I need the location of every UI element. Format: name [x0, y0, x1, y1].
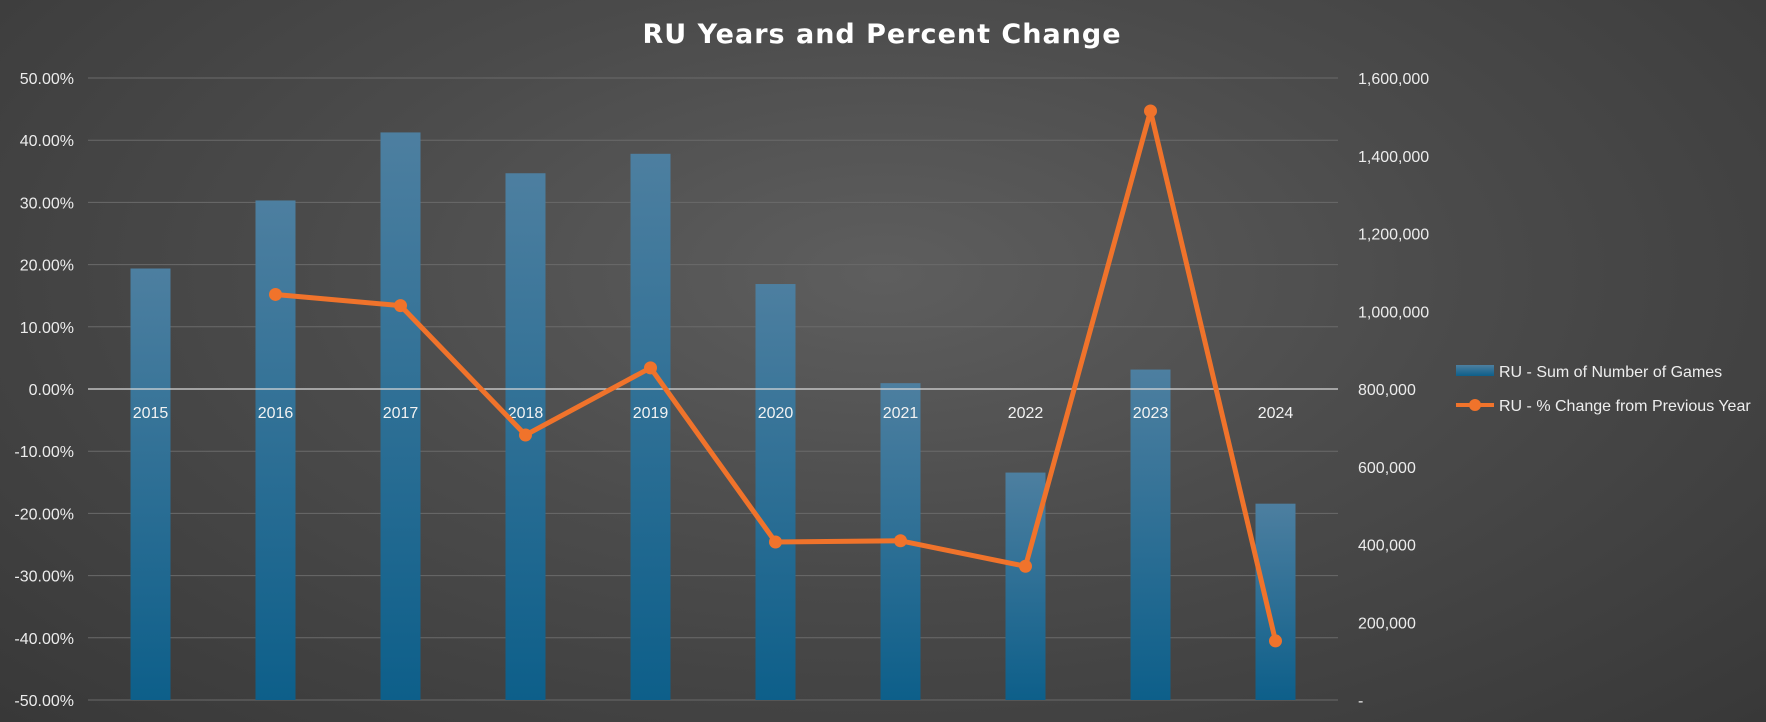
category-label: 2015: [133, 405, 169, 422]
legend: RU - Sum of Number of Games RU - % Change…: [1456, 364, 1751, 415]
left-tick-label: 30.00%: [20, 195, 74, 212]
point-2019: [644, 361, 657, 375]
left-tick-label: -20.00%: [14, 506, 74, 523]
point-2021: [894, 534, 907, 548]
legend-swatch-marker: [1469, 399, 1481, 411]
bar-2016: [255, 200, 296, 701]
legend-label-bar: RU - Sum of Number of Games: [1499, 364, 1722, 381]
left-axis: 50.00% 40.00% 30.00% 20.00% 10.00% 0.00% -10.0…: [14, 71, 74, 710]
category-label: 2023: [1133, 405, 1169, 422]
left-tick-label: -50.00%: [14, 693, 74, 710]
bar-2015: [130, 268, 171, 700]
bar-2020: [755, 284, 796, 700]
category-label: 2019: [633, 405, 669, 422]
left-tick-label: 50.00%: [20, 71, 74, 88]
right-tick-label: 1,000,000: [1358, 304, 1429, 321]
left-tick-label: 0.00%: [29, 382, 74, 399]
bar-2019: [630, 153, 671, 700]
bar-series: [130, 132, 1296, 701]
line-series: [269, 104, 1282, 648]
left-tick-label: -40.00%: [14, 631, 74, 648]
point-2022: [1019, 559, 1032, 573]
point-2018: [519, 428, 532, 442]
chart-title: RU Years and Percent Change: [642, 19, 1121, 50]
category-label: 2016: [258, 405, 294, 422]
left-tick-label: 40.00%: [20, 133, 74, 150]
right-tick-label: -: [1358, 693, 1363, 710]
right-tick-label: 800,000: [1358, 382, 1416, 399]
bar-2024: [1255, 503, 1296, 700]
legend-swatch-bar: [1456, 365, 1494, 376]
right-tick-label: 600,000: [1358, 460, 1416, 477]
category-labels: 2015 2016 2017 2018 2019 2020 2021 2022 2023 2024: [133, 405, 1294, 422]
legend-label-line: RU - % Change from Previous Year: [1499, 398, 1751, 415]
point-2020: [769, 535, 782, 549]
left-tick-label: -30.00%: [14, 569, 74, 586]
category-label: 2022: [1008, 405, 1044, 422]
right-tick-label: 1,200,000: [1358, 227, 1429, 244]
point-2024: [1269, 634, 1282, 648]
point-2017: [394, 299, 407, 313]
bar-2017: [380, 132, 421, 701]
point-2023: [1144, 104, 1157, 118]
right-axis: 1,600,000 1,400,000 1,200,000 1,000,000 800,…: [1358, 71, 1429, 710]
category-label: 2017: [383, 405, 419, 422]
category-label: 2020: [758, 405, 794, 422]
left-tick-label: 10.00%: [20, 320, 74, 337]
category-label: 2021: [883, 405, 919, 422]
category-label: 2018: [508, 405, 544, 422]
left-tick-label: 20.00%: [20, 258, 74, 275]
bar-2023: [1130, 369, 1171, 700]
left-tick-label: -10.00%: [14, 444, 74, 461]
right-tick-label: 1,400,000: [1358, 149, 1429, 166]
category-label: 2024: [1258, 405, 1294, 422]
right-tick-label: 1,600,000: [1358, 71, 1429, 88]
point-2016: [269, 287, 282, 301]
right-tick-label: 400,000: [1358, 538, 1416, 555]
right-tick-label: 200,000: [1358, 615, 1416, 632]
